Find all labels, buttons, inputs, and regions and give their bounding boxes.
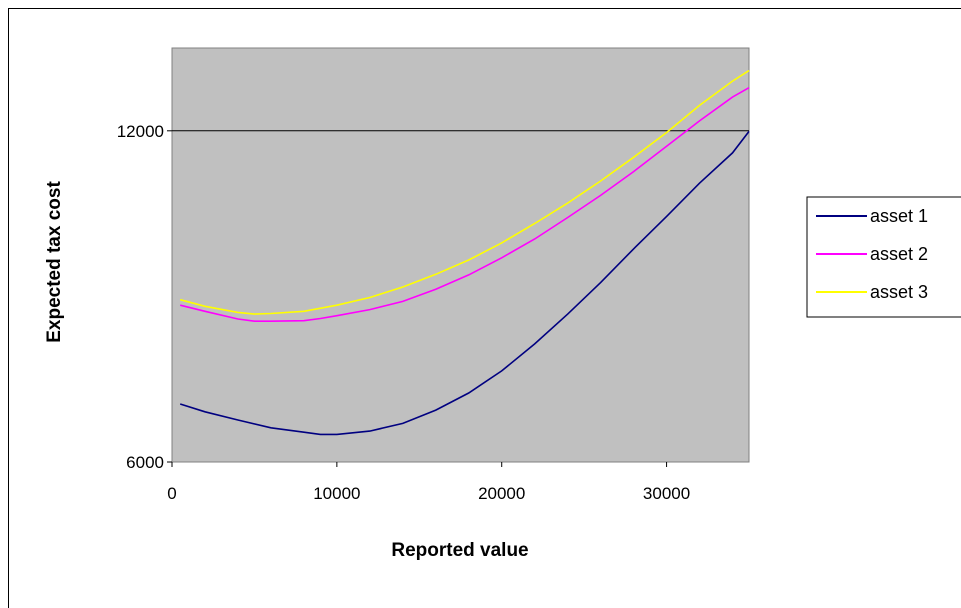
series-lines — [179, 69, 750, 436]
x-tick-label: 30000 — [643, 484, 690, 503]
chart: 6000 12000 0 10000 20000 30000 Reported valu… — [44, 47, 961, 561]
chart-frame — [8, 8, 961, 608]
legend-label: asset 3 — [870, 282, 928, 302]
x-axis-ticks: 0 10000 20000 30000 — [167, 462, 690, 503]
legend: asset 1 asset 2 asset 3 — [806, 196, 961, 318]
y-tick-label: 12000 — [117, 122, 164, 141]
x-tick-label: 10000 — [313, 484, 360, 503]
plot-area — [171, 47, 750, 463]
legend-label: asset 1 — [870, 206, 928, 226]
series-line-asset-3 — [179, 69, 750, 315]
x-axis-title: Reported value — [391, 540, 528, 561]
x-tick-label: 0 — [167, 484, 176, 503]
y-axis-ticks: 6000 12000 — [117, 122, 172, 472]
y-tick-label: 6000 — [126, 453, 164, 472]
series-line-asset-1 — [179, 130, 750, 436]
series-line-asset-2 — [180, 87, 750, 323]
x-tick-label: 20000 — [478, 484, 525, 503]
legend-box — [806, 196, 961, 318]
legend-label: asset 2 — [870, 244, 928, 264]
y-axis-title: Expected tax cost — [44, 181, 65, 343]
